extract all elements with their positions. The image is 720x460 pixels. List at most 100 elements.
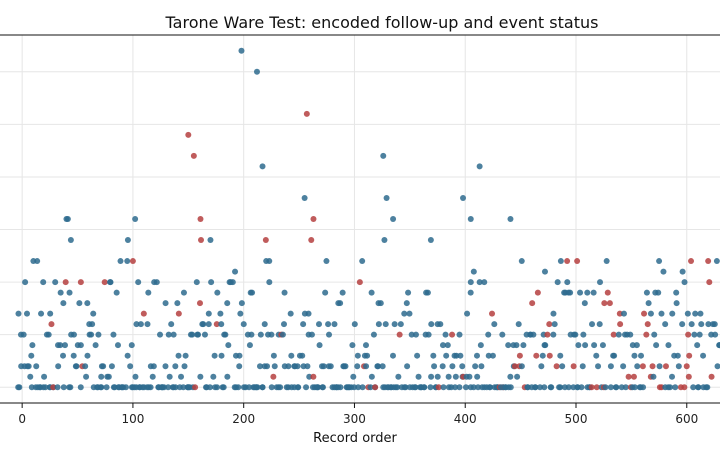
data-point-150 [180,289,187,296]
data-point-279 [323,258,330,265]
data-point-348 [401,310,408,317]
data-point-285 [331,321,338,328]
data-point-442 [505,342,512,349]
data-point-372 [427,384,434,391]
data-point-619 [700,352,707,359]
data-point-114 [140,310,147,317]
data-point-319 [368,373,375,380]
data-point-346 [397,321,404,328]
data-point-522 [593,352,600,359]
data-point-309 [356,279,363,286]
data-point-546 [620,363,627,370]
data-point-457 [520,342,527,349]
data-point-137 [166,373,173,380]
data-point-231 [270,373,277,380]
data-point-180 [214,384,221,391]
data-point-514 [584,289,591,296]
data-point-578 [655,289,662,296]
data-point-11 [27,373,34,380]
data-point-23 [41,373,48,380]
data-point-84 [107,279,114,286]
data-point-217 [254,384,261,391]
data-point-650 [63,216,70,222]
data-point-146 [175,310,182,317]
data-point-607 [686,352,693,359]
data-point-144 [174,300,181,307]
data-point-226 [264,363,271,370]
data-point-102 [128,342,135,349]
data-point-190 [224,373,231,380]
data-point-142 [172,363,179,370]
data-point-446 [507,384,514,391]
data-point-29 [47,310,54,317]
data-point-166 [198,237,205,244]
data-point-470 [534,289,541,296]
data-point-282 [326,331,333,338]
data-point-575 [651,331,658,338]
data-point-580 [656,363,663,370]
data-point-496 [564,279,571,286]
data-point-392 [449,331,456,338]
data-point-5 [20,331,27,338]
data-point-50 [70,352,77,359]
data-point-652 [132,216,139,222]
data-point-172 [205,310,212,317]
data-point-261 [304,363,311,370]
data-point-655 [129,258,136,265]
data-point-487 [554,279,561,286]
data-point-2 [16,384,23,391]
data-point-395 [452,384,459,391]
data-point-480 [546,352,553,359]
data-point-232 [270,352,277,359]
x-tick-label-5: 500 [565,412,588,426]
data-point-371 [424,289,431,296]
data-point-393 [449,363,456,370]
data-point-625 [706,279,713,286]
data-point-382 [437,321,444,328]
data-point-175 [208,279,215,286]
data-point-606 [685,373,692,380]
data-point-618 [698,321,705,328]
data-point-93 [117,258,124,265]
data-point-464 [529,300,536,307]
data-point-599 [679,321,686,328]
data-point-351 [404,363,411,370]
data-point-451 [514,373,521,380]
data-point-473 [539,352,546,359]
data-point-601 [681,384,688,391]
data-point-411 [470,384,477,391]
data-point-22 [38,310,45,317]
data-point-100 [124,237,131,244]
data-point-136 [165,331,172,338]
chart-title: Tarone Ware Test: encoded follow-up and … [165,13,599,32]
data-point-241 [281,289,288,296]
data-point-509 [578,384,585,391]
data-point-212 [249,289,256,296]
data-point-202 [237,310,244,317]
data-point-125 [153,279,160,286]
data-point-76 [98,373,105,380]
data-point-602 [681,279,688,286]
data-point-533 [604,289,611,296]
data-point-609 [688,321,695,328]
data-point-399 [456,384,463,391]
data-point-276 [319,384,326,391]
data-point-600 [679,268,686,275]
data-point-327 [375,321,382,328]
data-point-656 [262,237,269,244]
data-point-362 [415,373,422,380]
data-point-247 [287,310,294,317]
data-point-659 [383,194,390,201]
data-point-513 [582,342,589,349]
data-point-211 [248,331,255,338]
data-point-586 [662,363,669,370]
data-point-564 [639,363,646,370]
data-point-383 [439,363,446,370]
data-point-551 [625,373,632,380]
data-point-143 [172,384,179,391]
data-point-61 [83,373,90,380]
data-point-484 [550,310,557,317]
data-point-577 [653,342,660,349]
data-point-379 [434,373,441,380]
data-point-246 [288,352,295,359]
